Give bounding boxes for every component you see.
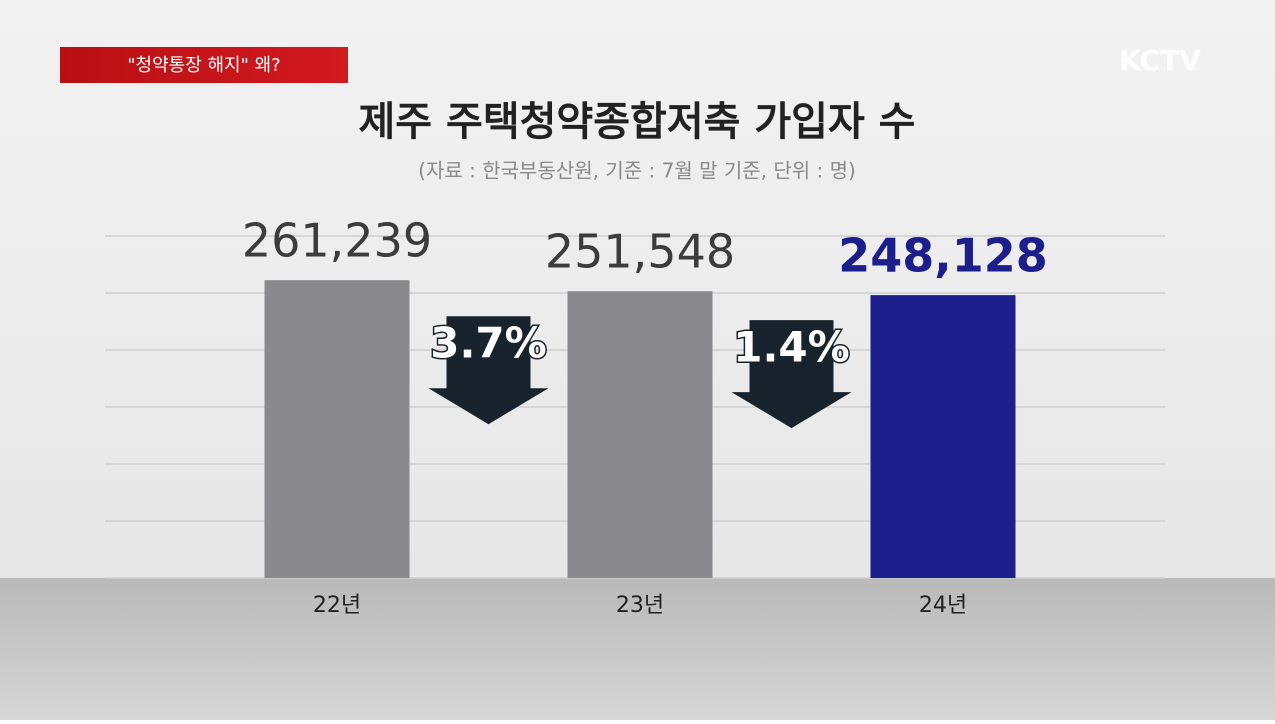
bar <box>567 291 713 578</box>
change-label: 1.4% <box>733 323 849 372</box>
value-label: 261,239 <box>242 214 432 268</box>
bar <box>870 295 1016 578</box>
arrow <box>428 316 549 425</box>
arrow <box>731 320 852 429</box>
logo: KCTV <box>1119 44 1201 77</box>
tag-box <box>60 47 348 83</box>
x-tick-label: 22년 <box>313 593 361 618</box>
value-label: 248,128 <box>838 229 1048 283</box>
value-label: 251,548 <box>545 225 735 279</box>
x-tick-label: 24년 <box>919 593 967 618</box>
chart-subtitle: (자료 : 한국부동산원, 기준 : 7월 말 기준, 단위 : 명) <box>418 159 856 183</box>
tag: "청약통장 해지" 왜? <box>127 55 280 76</box>
x-tick-label: 23년 <box>616 593 664 618</box>
chart-title: 제주 주택청약종합저축 가입자 수 <box>359 99 916 145</box>
bar <box>264 280 410 578</box>
change-label: 3.7% <box>430 319 546 368</box>
floor <box>0 578 1275 720</box>
